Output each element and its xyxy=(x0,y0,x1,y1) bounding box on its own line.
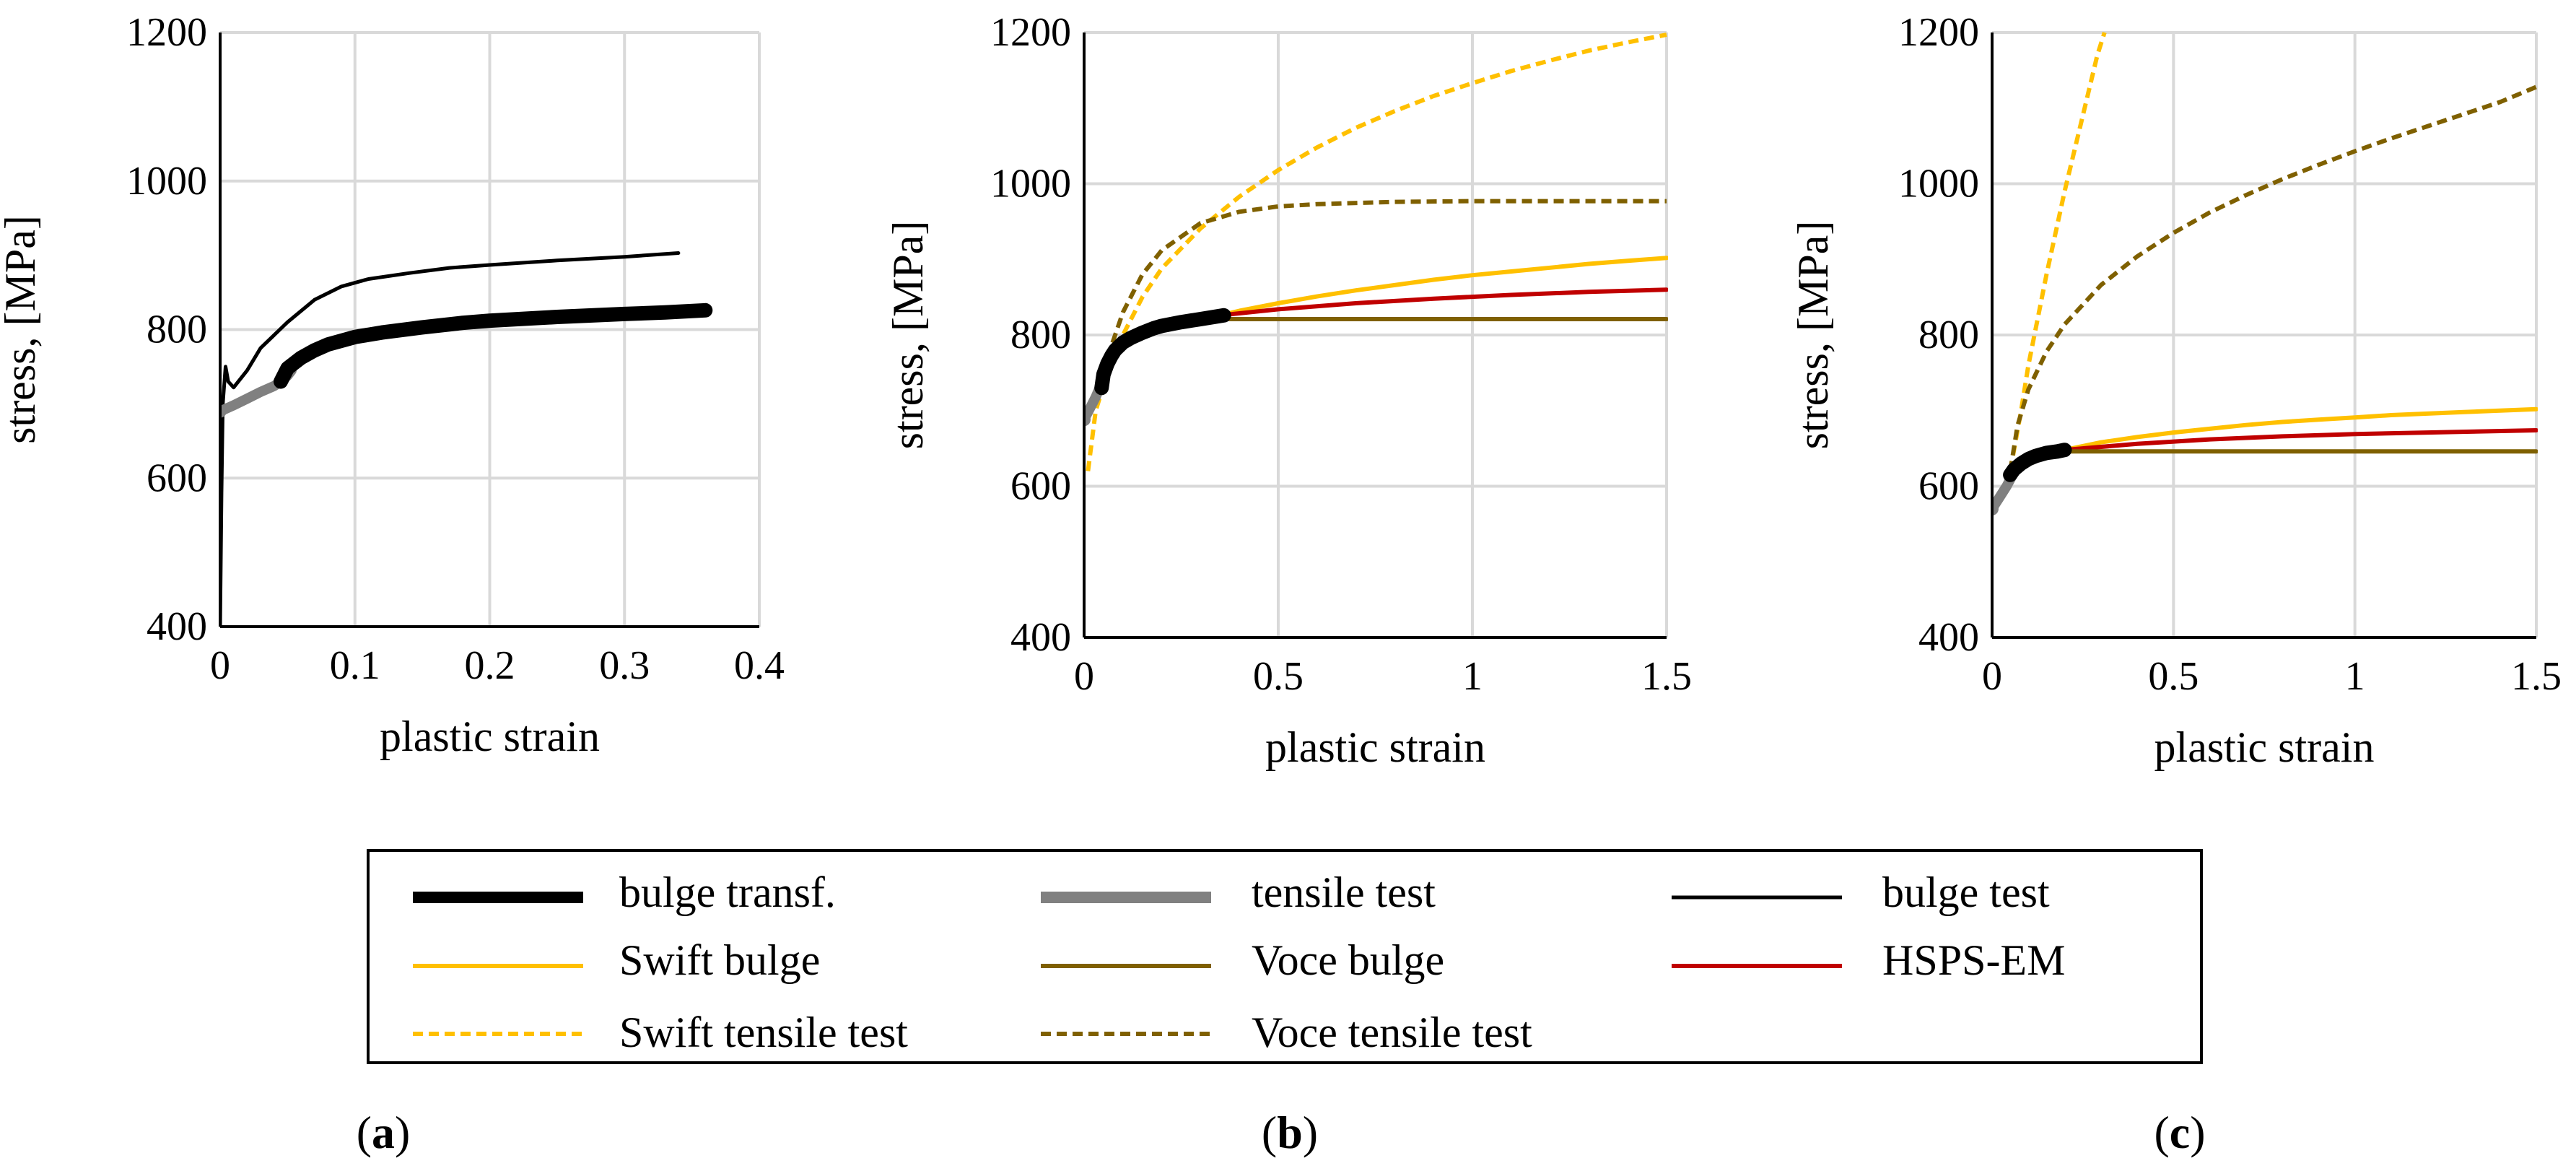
y-tick-label: 600 xyxy=(1010,464,1071,509)
x-tick-label: 0.1 xyxy=(330,643,380,688)
legend-label-hsps-em: HSPS-EM xyxy=(1882,936,2065,984)
legend-entry-bulge-transf: bulge transf. xyxy=(413,869,836,916)
legend: bulge transf. tensile test bulge test Sw… xyxy=(367,849,2203,1064)
y-axis-label: stress, [MPa] xyxy=(884,221,932,450)
x-axis-label: plastic strain xyxy=(1265,723,1485,771)
y-tick-label: 1200 xyxy=(126,10,207,55)
legend-entry-tensile-test: tensile test xyxy=(1041,869,1436,916)
x-tick-label: 1.5 xyxy=(1641,654,1692,699)
x-tick-label: 0 xyxy=(1074,654,1094,699)
series-group xyxy=(1992,32,2538,515)
y-tick-label: 1200 xyxy=(990,10,1071,55)
series-marker-tensile-start xyxy=(220,404,227,418)
legend-label-tensile-test: tensile test xyxy=(1252,869,1436,916)
y-tick-label: 1000 xyxy=(1898,162,1979,206)
legend-frame xyxy=(367,849,2203,1064)
x-tick-label: 1 xyxy=(2345,654,2365,699)
y-axis-label: stress, [MPa] xyxy=(1789,221,1837,450)
series-swift-tensile xyxy=(1086,32,1667,471)
series-bulge-transf xyxy=(1094,308,1231,396)
x-tick-label: 0.2 xyxy=(465,643,515,688)
x-tick-label: 1.5 xyxy=(2511,654,2562,699)
series-voce-tensile xyxy=(2008,84,2538,471)
legend-label-bulge-transf: bulge transf. xyxy=(619,869,836,916)
panel-label-c: (c) xyxy=(2154,1107,2205,1158)
legend-label-swift-bulge: Swift bulge xyxy=(619,936,820,984)
series-voce-tensile xyxy=(1086,199,1667,419)
x-tick-label: 0 xyxy=(1982,654,2002,699)
legend-entry-voce-bulge: Voce bulge xyxy=(1041,936,1444,984)
legend-label-voce-bulge: Voce bulge xyxy=(1252,936,1444,984)
y-tick-label: 600 xyxy=(147,456,207,500)
legend-label-voce-tensile: Voce tensile test xyxy=(1252,1009,1532,1056)
series-bulge-transf xyxy=(274,302,713,389)
y-tick-label: 1200 xyxy=(1898,10,1979,55)
series-group xyxy=(220,251,713,627)
chart-panel-c: 0 0.5 1 1.5 400 600 800 1000 1200 plastic strain s… xyxy=(1789,10,2562,1158)
y-axis-label: stress, [MPa] xyxy=(0,215,44,444)
y-tick-label: 1000 xyxy=(990,162,1071,206)
series-marker-tensile-start xyxy=(1992,502,1999,515)
y-tick-label: 800 xyxy=(147,308,207,352)
x-tick-label: 0.3 xyxy=(599,643,650,688)
y-tick-label: 400 xyxy=(1010,615,1071,660)
legend-entry-swift-bulge: Swift bulge xyxy=(413,936,820,984)
y-tick-label: 800 xyxy=(1918,313,1979,357)
series-bulge-test xyxy=(220,251,681,627)
chart-panel-b: 0 0.5 1 1.5 400 600 800 1000 1200 plastic strain s… xyxy=(884,10,1692,1158)
series-swift xyxy=(1218,256,1668,318)
x-tick-label: 1 xyxy=(1462,654,1483,699)
panel-label-a: (a) xyxy=(357,1107,411,1158)
series-marker-tensile-start xyxy=(1084,413,1091,427)
chart-panel-a: 0 0.1 0.2 0.3 0.4 400 600 800 1000 1200 plastic st… xyxy=(0,10,785,1158)
x-tick-label: 0.5 xyxy=(1253,654,1304,699)
series-hsps xyxy=(2062,428,2538,453)
legend-label-bulge-test: bulge test xyxy=(1882,869,2050,916)
legend-label-swift-tensile: Swift tensile test xyxy=(619,1009,908,1056)
x-tick-label: 0 xyxy=(210,643,230,688)
y-tick-label: 1000 xyxy=(126,159,207,204)
x-tick-label: 0.4 xyxy=(734,643,785,688)
x-axis-label: plastic strain xyxy=(2154,723,2375,771)
y-tick-label: 800 xyxy=(1010,313,1071,357)
chart-panels: 0 0.1 0.2 0.3 0.4 400 600 800 1000 1200 plastic st… xyxy=(0,10,2562,1158)
legend-entry-swift-tensile: Swift tensile test xyxy=(413,1009,908,1056)
legend-entry-bulge-test: bulge test xyxy=(1672,869,2050,916)
panel-label-b: (b) xyxy=(1262,1107,1318,1158)
y-tick-label: 400 xyxy=(1918,615,1979,660)
series-group xyxy=(1084,32,1668,471)
series-bulge-transf xyxy=(2003,443,2072,482)
legend-entry-hsps-em: HSPS-EM xyxy=(1672,936,2065,984)
x-tick-label: 0.5 xyxy=(2148,654,2199,699)
x-axis-label: plastic strain xyxy=(380,713,600,760)
series-swift xyxy=(2062,406,2538,453)
y-tick-label: 400 xyxy=(147,604,207,649)
y-tick-label: 600 xyxy=(1918,464,1979,509)
legend-entry-voce-tensile: Voce tensile test xyxy=(1041,1009,1532,1056)
series-hsps xyxy=(1218,287,1668,318)
